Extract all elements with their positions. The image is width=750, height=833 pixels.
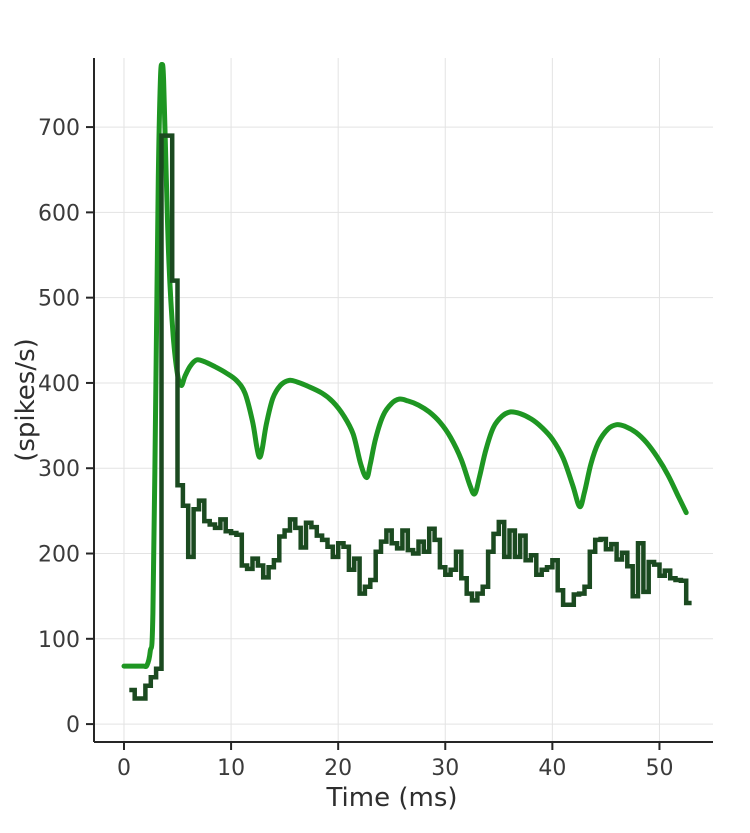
x-tick-label: 50 [645, 756, 673, 781]
y-tick-label: 0 [66, 713, 80, 738]
x-tick-label: 30 [431, 756, 459, 781]
axes-frame [86, 58, 713, 750]
y-tick-label: 600 [38, 201, 80, 226]
x-tick-label: 0 [117, 756, 131, 781]
y-tick-label: 200 [38, 543, 80, 568]
y-tick-label: 500 [38, 287, 80, 312]
y-axis-label: (spikes/s) [11, 338, 41, 462]
y-tick-label: 700 [38, 116, 80, 141]
x-axis-label: Time (ms) [325, 783, 457, 813]
psth-histogram [129, 133, 692, 701]
y-tick-label: 400 [38, 372, 80, 397]
gridlines [94, 58, 713, 742]
y-tick-label: 300 [38, 457, 80, 482]
x-tick-label: 20 [324, 756, 352, 781]
x-tick-label: 10 [217, 756, 245, 781]
series-lines [121, 62, 692, 701]
smooth-rate-curve [121, 62, 689, 670]
x-tick-label: 40 [538, 756, 566, 781]
y-tick-label: 100 [38, 628, 80, 653]
